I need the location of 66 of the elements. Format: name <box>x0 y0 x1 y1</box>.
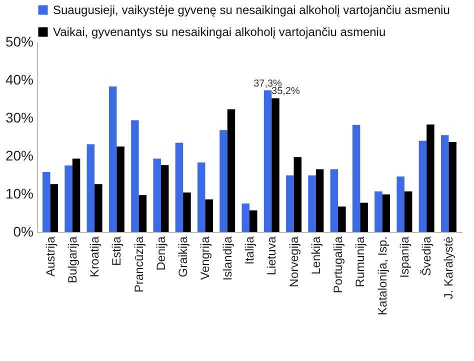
bar <box>396 176 404 232</box>
y-tick-label: 0% <box>13 224 34 240</box>
x-tick-label: Ispanija <box>397 236 412 278</box>
bar <box>227 109 236 232</box>
bar <box>160 165 169 232</box>
x-tick-label: Portugalija <box>331 236 346 294</box>
bar <box>175 142 184 232</box>
bar <box>108 86 117 232</box>
x-tick-label: Bulgarija <box>65 236 80 284</box>
x-tick-label: Katalonija, Isp. <box>375 236 390 316</box>
x-tick-label: J. Karalystė <box>442 236 456 300</box>
x-tick-label: Švedija <box>420 236 434 276</box>
x-tick-label: Prancūzija <box>132 236 146 293</box>
x-tick-label: Graikija <box>176 236 190 278</box>
bar <box>86 144 95 232</box>
bar <box>448 142 456 232</box>
bar <box>205 199 213 232</box>
x-tick-label: Denija <box>154 236 168 271</box>
bar <box>250 210 258 232</box>
x-tick-label: Norvegija <box>286 236 301 288</box>
bar <box>382 194 390 232</box>
x-tick-label: Austrija <box>43 236 58 277</box>
bar <box>131 120 139 232</box>
bar <box>338 206 346 232</box>
bar <box>116 146 124 232</box>
bar <box>352 124 360 232</box>
bar <box>138 195 147 232</box>
y-tick-label: 10% <box>5 186 34 202</box>
bar <box>153 158 161 232</box>
bar <box>440 135 449 232</box>
bar <box>72 158 80 232</box>
y-tick-label: 30% <box>5 110 34 126</box>
bar <box>272 98 280 232</box>
bar <box>426 124 434 232</box>
x-tick-label: Islandija <box>220 236 234 281</box>
x-tick-label: Lenkija <box>308 236 323 275</box>
y-tick-label: 40% <box>5 72 34 88</box>
legend-label: Suaugusieji, vaikystėje gyvenę su nesaikingai alkoholį vartojančiu asmeniu <box>53 3 450 17</box>
data-label: 35,2% <box>272 86 300 98</box>
bar <box>286 175 294 232</box>
bar <box>242 204 250 232</box>
y-tick-label: 20% <box>5 148 34 164</box>
bar <box>294 157 302 232</box>
bar <box>64 166 72 232</box>
bar <box>404 191 412 232</box>
bar <box>42 172 50 232</box>
x-tick-label: Lietuva <box>264 236 279 276</box>
x-tick-label: Estija <box>110 236 124 266</box>
y-tick-label: 50% <box>5 34 34 50</box>
bar <box>316 169 324 232</box>
x-tick-label: Vengrija <box>198 236 212 280</box>
bar <box>94 184 102 232</box>
bar <box>183 192 191 232</box>
bar <box>264 90 272 232</box>
x-tick-label: Kroatija <box>88 236 102 278</box>
bar <box>220 130 228 232</box>
bar <box>330 169 338 232</box>
x-tick-label: Italija <box>242 236 256 265</box>
bar <box>308 175 316 232</box>
bar <box>50 184 58 232</box>
bar <box>374 191 382 232</box>
bar <box>360 202 368 232</box>
x-tick-label: Rumunija <box>353 236 368 288</box>
bar <box>418 140 427 232</box>
legend-label: Vaikai, gyvenantys su nesaikingai alkoholį vartojančiu asmeniu <box>53 25 386 39</box>
bar <box>197 162 206 232</box>
